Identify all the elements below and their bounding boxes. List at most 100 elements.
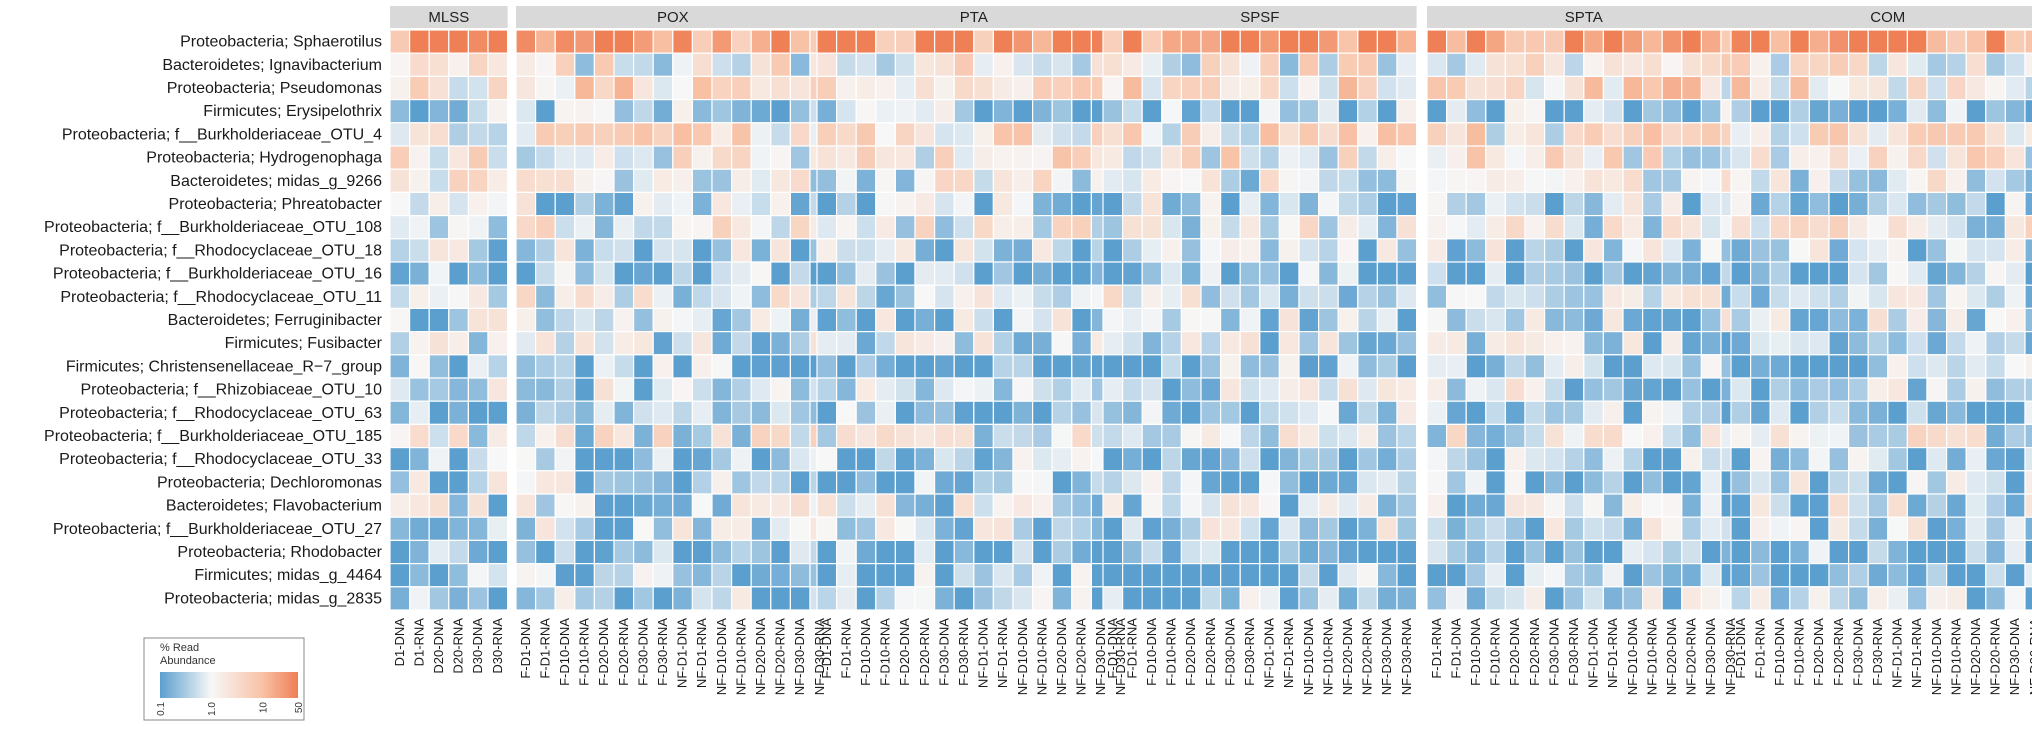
heatmap-cell	[1102, 331, 1124, 356]
heatmap-cell	[1141, 377, 1163, 402]
heatmap-cell	[1730, 493, 1752, 518]
heatmap-cell	[1641, 52, 1663, 78]
heatmap-cell	[593, 29, 615, 54]
heatmap-cell	[730, 98, 752, 124]
heatmap-cell	[770, 423, 791, 449]
legend-title-line2: Abundance	[160, 655, 216, 667]
heatmap-cell	[1141, 75, 1163, 101]
heatmap-cell	[1681, 215, 1703, 240]
heatmap-cell	[448, 75, 469, 101]
heatmap-cell	[1219, 168, 1241, 193]
column-label: F-D10-DNA	[1468, 618, 1483, 686]
heatmap-cell	[1445, 493, 1467, 518]
heatmap-cell	[691, 215, 713, 240]
heatmap-cell	[1583, 470, 1605, 495]
heatmap-cell	[1769, 168, 1791, 193]
heatmap-cell	[1867, 215, 1889, 240]
heatmap-cell	[1337, 354, 1359, 379]
heatmap-cell	[613, 307, 635, 333]
heatmap-cell	[1945, 168, 1967, 193]
heatmap-cell	[894, 423, 916, 449]
heatmap-cell	[691, 493, 713, 518]
heatmap-cell	[1465, 75, 1487, 101]
heatmap-cell	[789, 52, 811, 78]
heatmap-cell	[1524, 493, 1546, 518]
heatmap-cell	[1259, 516, 1281, 542]
heatmap-cell	[1828, 98, 1850, 124]
heatmap-cell	[672, 122, 693, 147]
heatmap-cell	[1396, 75, 1418, 101]
heatmap-cell	[1141, 307, 1163, 333]
heatmap-cell	[1906, 586, 1928, 611]
heatmap-cell	[1102, 307, 1124, 333]
row-label: Firmicutes; Fusibacter	[225, 335, 383, 352]
heatmap-cell	[711, 98, 733, 124]
heatmap-cell	[894, 470, 916, 495]
heatmap-cell	[711, 493, 733, 518]
heatmap-cell	[1749, 122, 1771, 147]
heatmap-cell	[1357, 423, 1379, 449]
heatmap-cell	[2024, 400, 2032, 426]
heatmap-cell	[1622, 307, 1644, 333]
heatmap-cell	[1465, 586, 1487, 611]
heatmap-cell	[770, 98, 791, 124]
row-label: Bacteroidetes; Ignavibacterium	[162, 57, 382, 74]
heatmap-cell	[1828, 191, 1850, 217]
heatmap-cell	[1926, 215, 1948, 240]
heatmap-cell	[1789, 377, 1811, 402]
heatmap-cell	[1730, 400, 1752, 426]
heatmap-cell	[816, 516, 838, 542]
heatmap-cell	[875, 122, 896, 147]
heatmap-cell	[593, 562, 615, 588]
heatmap-cell	[1376, 539, 1398, 565]
column-label: F-D30-DNA	[635, 618, 650, 686]
heatmap-cell	[770, 122, 791, 147]
heatmap-cell	[1906, 307, 1928, 333]
heatmap-cell	[1239, 284, 1261, 310]
column-label: NF-D1-DNA	[675, 618, 690, 688]
heatmap-cell	[1602, 377, 1624, 402]
heatmap-cell	[487, 75, 509, 101]
heatmap-cell	[1965, 98, 1987, 124]
heatmap-cell	[2024, 238, 2032, 263]
heatmap-cell	[1965, 331, 1987, 356]
heatmap-cell	[1259, 331, 1281, 356]
heatmap-cell	[973, 562, 994, 588]
heatmap-cell	[1161, 516, 1183, 542]
heatmap-cell	[914, 400, 936, 426]
heatmap-cell	[2024, 52, 2032, 78]
heatmap-cell	[1180, 493, 1202, 518]
heatmap-cell	[1337, 52, 1359, 78]
heatmap-cell	[1239, 354, 1261, 379]
heatmap-cell	[1524, 284, 1546, 310]
heatmap-cell	[1700, 470, 1722, 495]
heatmap-cell	[770, 377, 791, 402]
heatmap-cell	[1180, 29, 1202, 54]
heatmap-cell	[973, 307, 994, 333]
heatmap-cell	[1376, 470, 1398, 495]
heatmap-cell	[1219, 238, 1241, 263]
heatmap-cell	[1769, 98, 1791, 124]
heatmap-cell	[554, 539, 576, 565]
heatmap-cell	[652, 447, 674, 472]
heatmap-cell	[1051, 168, 1073, 193]
heatmap-cell	[574, 75, 595, 101]
heatmap-cell	[992, 377, 1014, 402]
heatmap-cell	[914, 238, 936, 263]
heatmap-cell	[1847, 562, 1869, 588]
heatmap-cell	[672, 470, 693, 495]
heatmap-cell	[1700, 145, 1722, 170]
heatmap-cell	[1012, 377, 1034, 402]
heatmap-cell	[1278, 586, 1300, 611]
heatmap-cell	[1808, 470, 1830, 495]
heatmap-cell	[389, 215, 411, 240]
heatmap-cell	[1906, 261, 1928, 286]
heatmap-cell	[1396, 354, 1418, 379]
heatmap-cell	[953, 52, 975, 78]
heatmap-cell	[816, 400, 838, 426]
heatmap-cell	[933, 145, 955, 170]
heatmap-cell	[1965, 377, 1987, 402]
heatmap-cell	[730, 539, 752, 565]
heatmap-cell	[875, 191, 896, 217]
heatmap-cell	[534, 516, 556, 542]
